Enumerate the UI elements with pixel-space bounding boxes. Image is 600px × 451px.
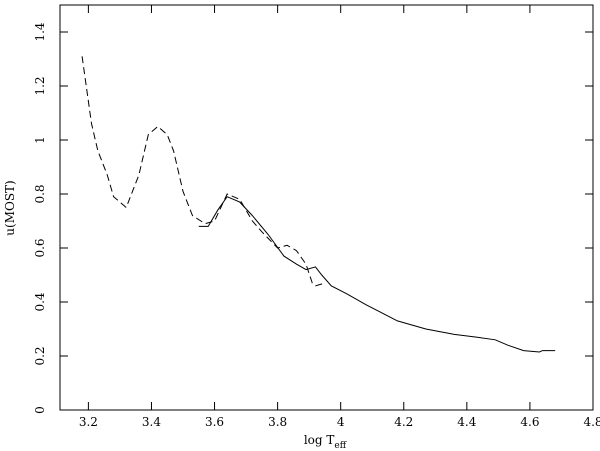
plot-frame: [59, 4, 594, 411]
y-tick-label: 0: [33, 406, 47, 414]
x-tick-label: 3.4: [142, 415, 161, 429]
x-tick-label: 4.4: [457, 415, 476, 429]
y-tick-label: 1.4: [33, 22, 47, 41]
data-line: [198, 196, 556, 353]
y-tick-label: 0.6: [33, 238, 47, 257]
y-tick-label: 0.2: [33, 346, 47, 365]
x-axis-label-main: log T: [304, 433, 335, 447]
x-tick-label: 3.6: [205, 415, 224, 429]
data-line: [81, 56, 326, 287]
y-tick-label: 1.2: [33, 76, 47, 95]
x-tick-label: 3.2: [79, 415, 98, 429]
x-tick-label: 4.2: [394, 415, 413, 429]
y-tick-label: 0.8: [33, 184, 47, 203]
x-tick-label: 3.8: [268, 415, 287, 429]
x-axis-label-sub: eff: [334, 441, 346, 451]
x-axis-label: log Teff: [304, 433, 347, 451]
x-tick-label: 4.8: [583, 415, 600, 429]
y-tick-label: 1: [33, 136, 47, 144]
x-tick-label: 4.6: [520, 415, 539, 429]
y-axis-label: u(MOST): [3, 180, 17, 235]
y-tick-label: 0.4: [33, 292, 47, 311]
x-tick-label: 4: [337, 415, 345, 429]
